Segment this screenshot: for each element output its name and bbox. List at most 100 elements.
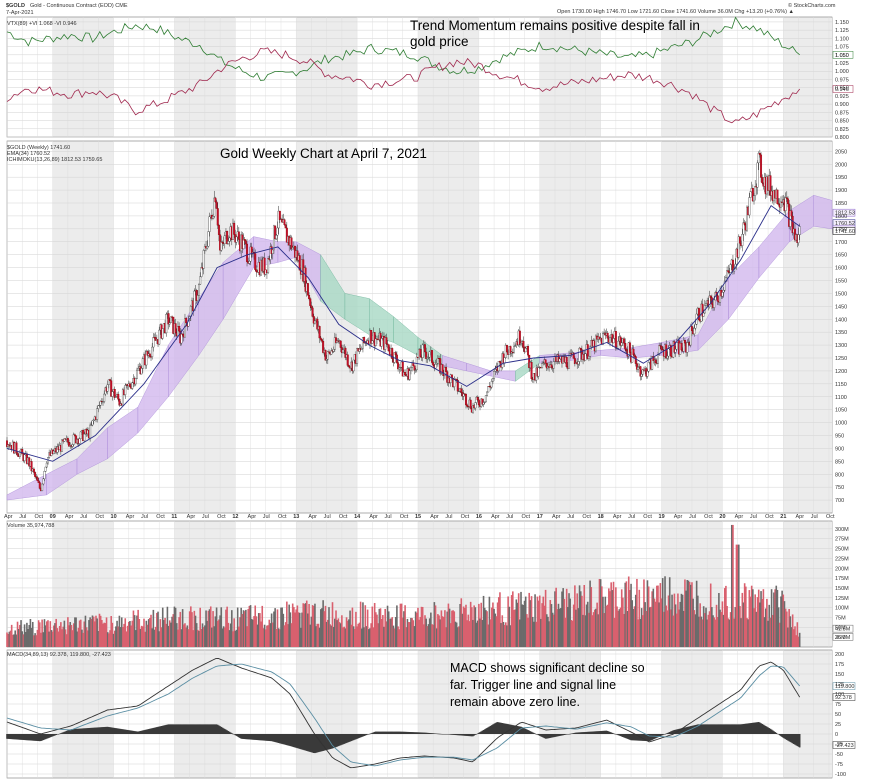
macd-histogram-bar [41, 734, 43, 741]
volume-bar [195, 623, 198, 647]
macd-histogram-bar [38, 734, 41, 742]
volume-bar [557, 603, 560, 647]
x-tick-label: Apr [491, 514, 500, 520]
volume-bar [360, 628, 363, 647]
macd-histogram-bar [221, 727, 224, 734]
macd-histogram-bar [184, 724, 186, 734]
macd-histogram-bar [364, 734, 367, 736]
volume-bar [528, 592, 531, 647]
candle-body [97, 405, 100, 409]
macd-histogram-bar [644, 734, 646, 741]
candle-body [702, 312, 705, 317]
volume-bar [629, 589, 631, 647]
volume-bar [127, 621, 130, 647]
volume-bar [323, 611, 326, 647]
volume-bar [787, 627, 789, 647]
candle-body [746, 206, 748, 231]
macd-histogram-bar [377, 731, 379, 734]
candle-body [318, 326, 321, 339]
volume-bar [449, 623, 452, 647]
volume-bar [184, 623, 186, 647]
macd-histogram-bar [74, 728, 76, 734]
macd-histogram-bar [770, 729, 773, 734]
volume-bar [254, 605, 257, 647]
macd-histogram-bar [65, 730, 68, 734]
macd-histogram-bar [88, 728, 90, 734]
macd-histogram-bar [611, 732, 614, 734]
candle-body [634, 356, 637, 364]
macd-histogram-bar [151, 728, 153, 734]
macd-histogram-bar [697, 724, 699, 734]
volume-bar [645, 611, 648, 647]
macd-histogram-bar [636, 734, 638, 741]
volume-bar [116, 620, 118, 647]
candle-body [737, 236, 740, 258]
macd-histogram-bar [723, 724, 726, 734]
macd-histogram-bar [150, 728, 152, 734]
candle-body [652, 356, 655, 361]
volume-bar [446, 611, 449, 647]
candle-body [401, 361, 404, 377]
volume-bar [762, 589, 765, 647]
volume-bar [499, 592, 501, 647]
vortex-series-minus-vi [6, 47, 801, 124]
macd-histogram-bar [778, 734, 781, 736]
candle-body [741, 234, 744, 246]
candle-body [202, 250, 205, 269]
volume-bar [41, 619, 43, 647]
volume-bar [81, 629, 83, 647]
macd-y-tick-label: -75 [835, 762, 843, 768]
macd-histogram-bar [312, 734, 315, 753]
volume-bar [180, 629, 183, 647]
macd-y-tick-label: 25 [835, 722, 841, 728]
macd-histogram-bar [28, 734, 31, 741]
macd-histogram-bar [620, 734, 623, 737]
volume-bar [380, 618, 383, 647]
macd-histogram-bar [529, 731, 532, 734]
watermark: © StockCharts.com [788, 2, 836, 9]
macd-histogram-bar [399, 731, 402, 734]
macd-histogram-bar [712, 724, 714, 734]
volume-bar [24, 631, 27, 647]
macd-histogram-bar [166, 724, 169, 734]
macd-histogram-bar [242, 734, 245, 739]
volume-bar [21, 631, 24, 647]
macd-histogram-bar [781, 734, 783, 738]
volume-bar [88, 620, 90, 647]
candle-body [584, 353, 587, 361]
volume-bar [67, 617, 69, 647]
volume-bar [419, 616, 422, 647]
volume-bar [572, 604, 575, 647]
macd-histogram-bar [431, 733, 433, 734]
volume-bar [778, 622, 781, 647]
volume-bar [51, 631, 54, 647]
volume-bar [94, 621, 96, 647]
volume-bar [479, 618, 481, 647]
macd-histogram-bar [453, 734, 456, 735]
volume-bar [630, 583, 632, 647]
volume-bar [451, 610, 453, 647]
macd-histogram-bar [60, 733, 62, 734]
candle-body [518, 330, 521, 345]
candle-body [312, 316, 315, 324]
volume-bar [464, 607, 466, 647]
volume-bar [317, 623, 320, 647]
volume-bar [300, 627, 302, 647]
volume-bar [375, 612, 377, 647]
volume-bar [593, 609, 596, 647]
macd-histogram-bar [774, 732, 776, 734]
macd-histogram-bar [108, 727, 110, 734]
volume-bar [515, 599, 518, 647]
x-tick-label: Apr [613, 514, 622, 520]
macd-histogram-bar [471, 734, 473, 737]
volume-bar [414, 611, 417, 647]
volume-bar [760, 591, 762, 647]
candle-body [743, 222, 746, 225]
macd-histogram-bar [442, 734, 445, 735]
candle-body [612, 338, 615, 344]
macd-histogram-bar [215, 724, 218, 734]
macd-histogram-bar [408, 731, 411, 734]
volume-bar [351, 607, 354, 647]
macd-histogram-bar [218, 725, 220, 734]
